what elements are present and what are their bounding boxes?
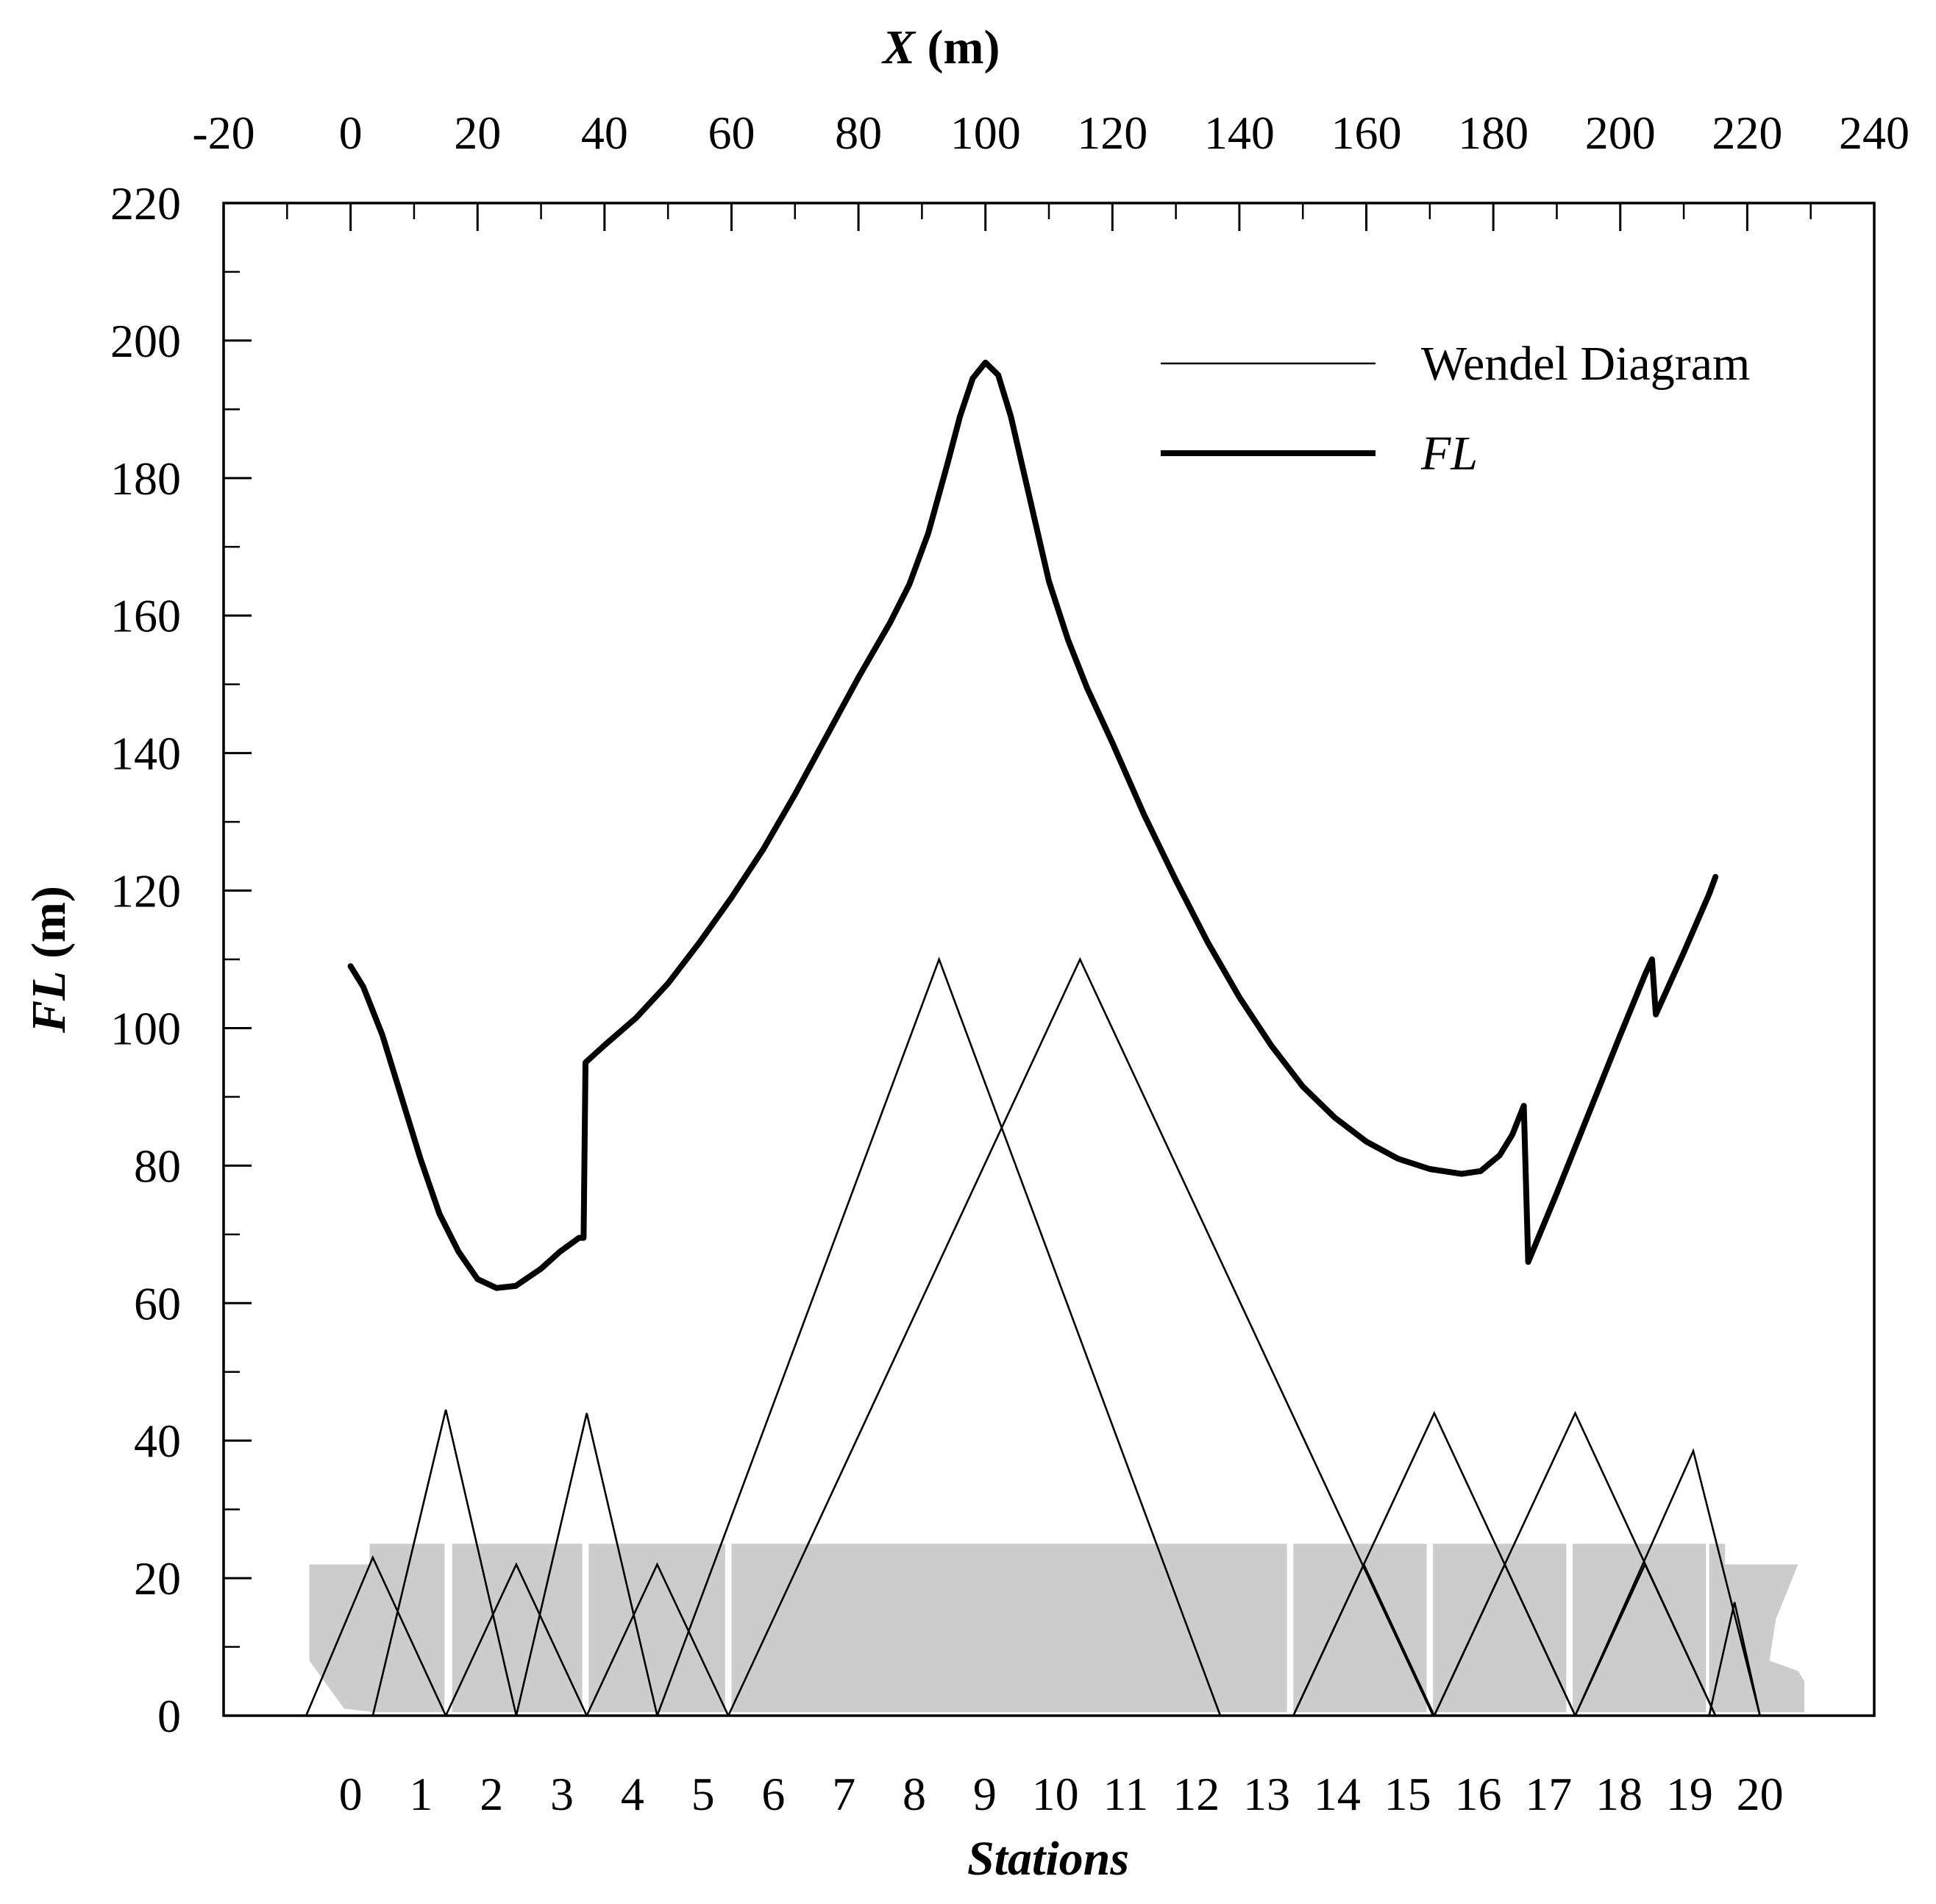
station-label: 7 — [832, 1768, 855, 1820]
y-axis-title-unit: (m) — [22, 886, 76, 970]
hull-block — [588, 1544, 725, 1713]
station-label: 3 — [550, 1768, 574, 1820]
top-tick-label: 140 — [1204, 107, 1275, 159]
top-tick-label: 160 — [1331, 107, 1402, 159]
legend: Wendel Diagram FL — [1161, 337, 1750, 480]
legend-label: Wendel Diagram — [1421, 337, 1750, 391]
y-tick-label: 200 — [110, 315, 181, 367]
top-axis-title-var: X — [881, 21, 917, 74]
wendel-triangle — [656, 956, 1222, 1716]
y-tick-label: 0 — [157, 1690, 181, 1742]
station-label: 5 — [691, 1768, 715, 1820]
station-label: 15 — [1384, 1768, 1431, 1820]
top-tick-label: 200 — [1585, 107, 1656, 159]
y-axis-title-var: FL — [22, 971, 76, 1034]
wendel-triangle — [444, 1562, 588, 1716]
y-tick-label: 220 — [110, 177, 181, 230]
hull-block — [731, 1544, 1287, 1713]
top-tick-label: 0 — [339, 107, 363, 159]
station-label: 0 — [339, 1768, 363, 1820]
top-tick-label: 100 — [950, 107, 1021, 159]
wendel-triangle — [305, 1555, 447, 1716]
y-tick-label: 80 — [134, 1140, 181, 1192]
station-label: 12 — [1172, 1768, 1220, 1820]
station-label: 4 — [621, 1768, 644, 1820]
wendel-triangle — [1574, 1448, 1761, 1716]
station-label: 10 — [1032, 1768, 1079, 1820]
y-tick-label: 100 — [110, 1002, 181, 1054]
top-tick-label: 60 — [708, 107, 755, 159]
wendel-diagram-series — [305, 956, 1761, 1716]
y-axis-title: FL (m) — [22, 886, 76, 1034]
top-axis-title: X (m) — [881, 21, 1000, 74]
top-tick-label: -20 — [192, 107, 255, 159]
top-tick-label: 120 — [1077, 107, 1147, 159]
hull-silhouette — [309, 1544, 1805, 1713]
fl-line — [347, 359, 1719, 1291]
top-tick-label: 20 — [454, 107, 501, 159]
wendel-triangle — [586, 1562, 730, 1716]
fl-series — [347, 359, 1719, 1291]
top-tick-label: 180 — [1458, 107, 1528, 159]
hull-bow — [1709, 1544, 1805, 1713]
y-tick-label: 20 — [134, 1552, 181, 1605]
y-tick-label: 180 — [110, 452, 181, 505]
y-tick-label: 140 — [110, 728, 181, 780]
y-tick-label: 40 — [134, 1415, 181, 1467]
station-label: 13 — [1243, 1768, 1290, 1820]
station-label: 8 — [903, 1768, 926, 1820]
station-label: 16 — [1454, 1768, 1501, 1820]
tick-labels: -20 0 20 40 60 80 100 120 140 160 180 200 220 2400204… — [110, 107, 1910, 1820]
y-tick-label: 160 — [110, 590, 181, 642]
station-label: 18 — [1595, 1768, 1643, 1820]
wendel-triangle — [727, 956, 1434, 1716]
hull-block — [1573, 1544, 1707, 1713]
station-label: 14 — [1314, 1768, 1361, 1820]
legend-label: FL — [1420, 427, 1478, 480]
station-label: 20 — [1737, 1768, 1784, 1820]
axes — [222, 202, 1876, 1717]
hull-block — [1433, 1544, 1567, 1713]
y-tick-label: 120 — [110, 865, 181, 917]
axis-titles: X (m)FL (m)Stations — [22, 21, 1129, 1886]
hull-block — [452, 1544, 583, 1713]
wendel-triangle — [1708, 1602, 1761, 1716]
station-label: 6 — [761, 1768, 785, 1820]
station-label: 9 — [973, 1768, 997, 1820]
station-label: 17 — [1525, 1768, 1572, 1820]
station-label: 19 — [1666, 1768, 1713, 1820]
y-tick-label: 60 — [134, 1277, 181, 1329]
station-label: 11 — [1103, 1768, 1149, 1820]
top-axis-title-unit: (m) — [915, 21, 1000, 74]
station-label: 1 — [409, 1768, 433, 1820]
bottom-axis-title: Stations — [967, 1832, 1129, 1886]
top-tick-label: 40 — [581, 107, 628, 159]
top-tick-label: 240 — [1839, 107, 1910, 159]
hull-block — [1293, 1544, 1427, 1713]
plot-frame — [222, 202, 1876, 1717]
top-tick-label: 80 — [835, 107, 882, 159]
top-tick-label: 220 — [1712, 107, 1782, 159]
station-label: 2 — [480, 1768, 503, 1820]
